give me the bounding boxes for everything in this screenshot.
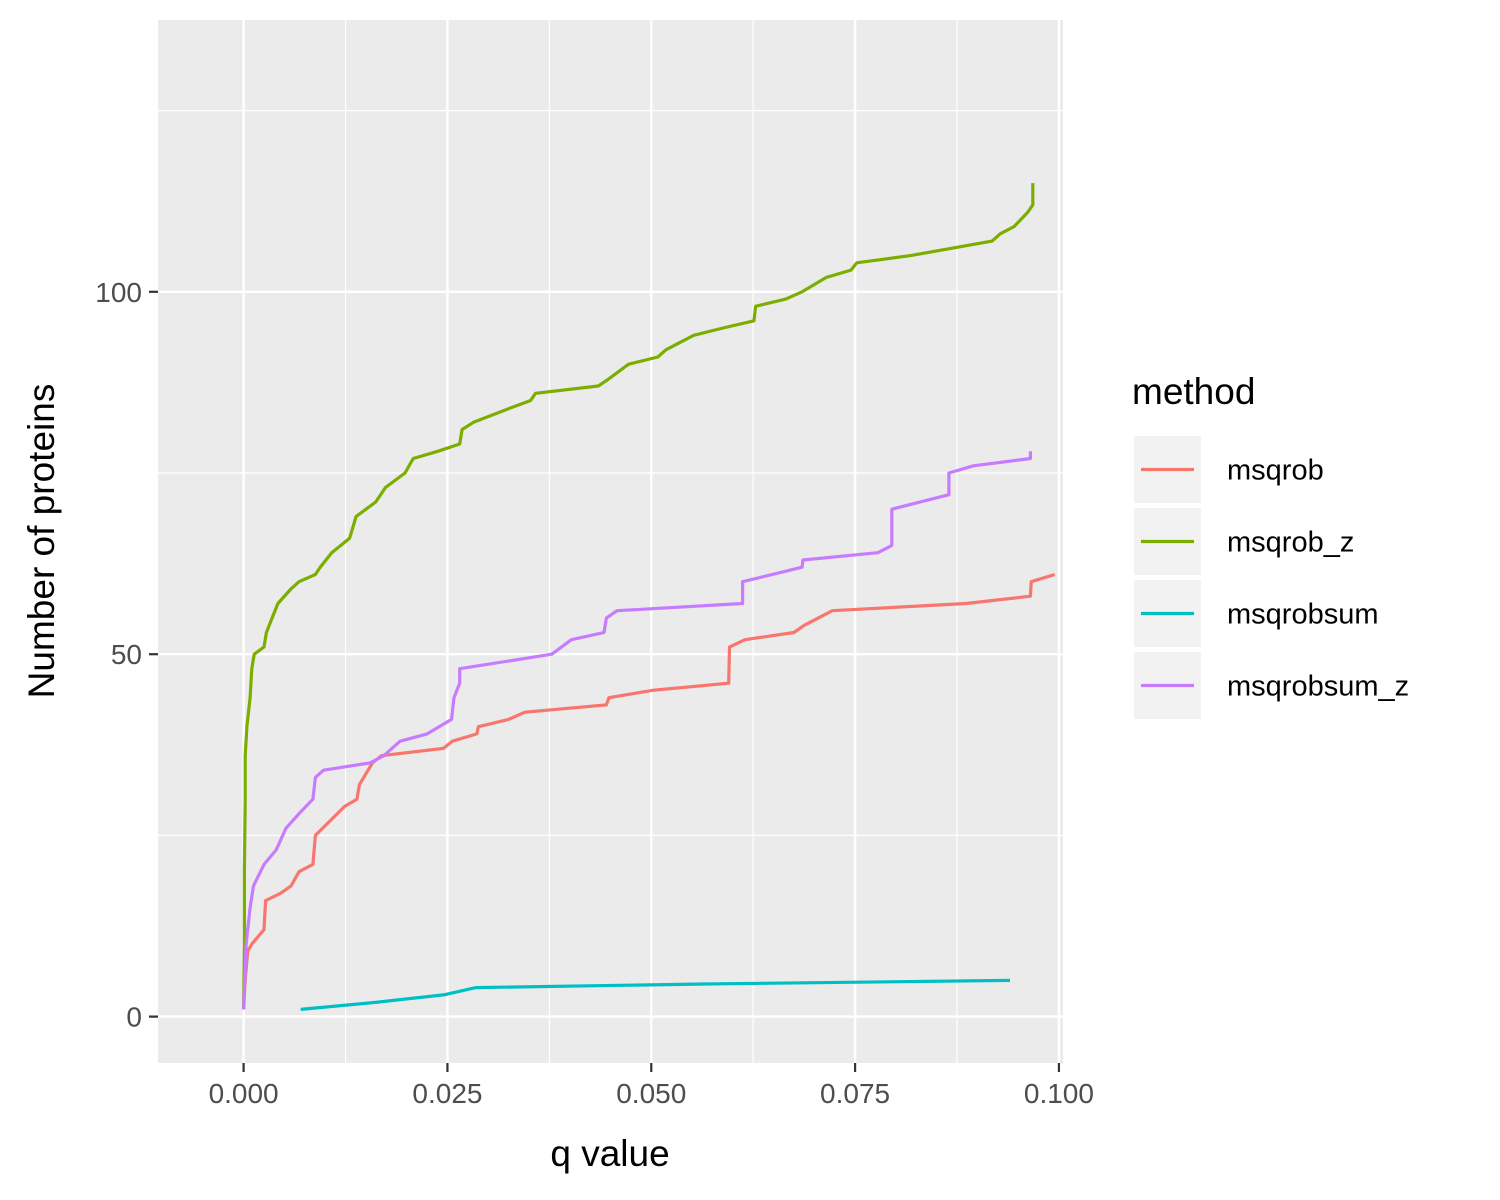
plot-panel bbox=[158, 20, 1063, 1063]
series-line-msqrob bbox=[242, 572, 1056, 1010]
legend: method msqrob msqrob_z msqrobsum msqrobsum_… bbox=[1132, 371, 1409, 719]
x-tick-label: 0.050 bbox=[616, 1078, 686, 1109]
y-tick-label: 50 bbox=[111, 639, 142, 670]
legend-title: method bbox=[1132, 371, 1255, 412]
y-axis: 0 50 100 bbox=[95, 277, 158, 1033]
x-tick-label: 0.100 bbox=[1024, 1078, 1094, 1109]
major-gridlines bbox=[158, 20, 1063, 1063]
x-axis: 0.000 0.025 0.050 0.075 0.100 bbox=[209, 1063, 1094, 1109]
minor-gridlines bbox=[158, 20, 1063, 1063]
series-line-msqrobsum bbox=[300, 978, 1011, 1011]
series-lines bbox=[242, 183, 1056, 1011]
legend-label-msqrobsum-z: msqrobsum_z bbox=[1227, 671, 1409, 703]
series-line-msqrob-z bbox=[242, 183, 1035, 1010]
y-axis-title: Number of proteins bbox=[21, 384, 62, 699]
x-tick-label: 0.025 bbox=[412, 1078, 482, 1109]
y-tick-label: 100 bbox=[95, 277, 142, 308]
x-axis-title: q value bbox=[550, 1133, 669, 1174]
x-tick-label: 0.075 bbox=[820, 1078, 890, 1109]
series-line-msqrobsum-z bbox=[242, 451, 1033, 1010]
legend-label-msqrob-z: msqrob_z bbox=[1227, 527, 1354, 559]
x-tick-label: 0.000 bbox=[209, 1078, 279, 1109]
legend-label-msqrobsum: msqrobsum bbox=[1227, 599, 1379, 631]
y-tick-label: 0 bbox=[126, 1002, 142, 1033]
legend-label-msqrob: msqrob bbox=[1227, 455, 1324, 487]
